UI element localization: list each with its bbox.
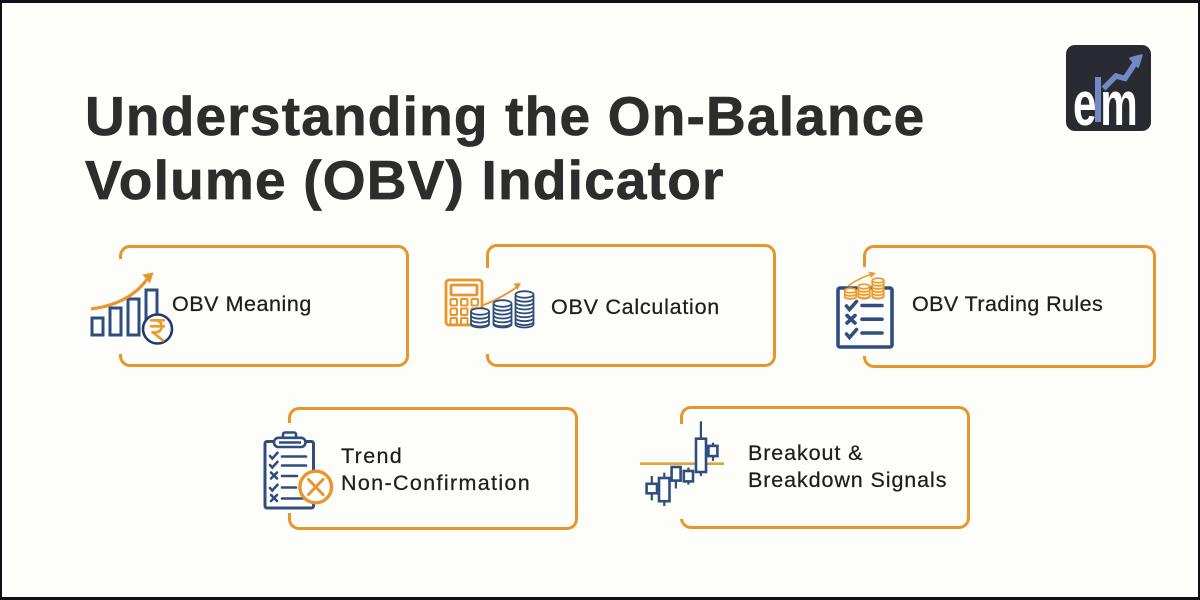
svg-text:e: e: [1073, 70, 1096, 139]
svg-text:m: m: [1100, 70, 1137, 139]
